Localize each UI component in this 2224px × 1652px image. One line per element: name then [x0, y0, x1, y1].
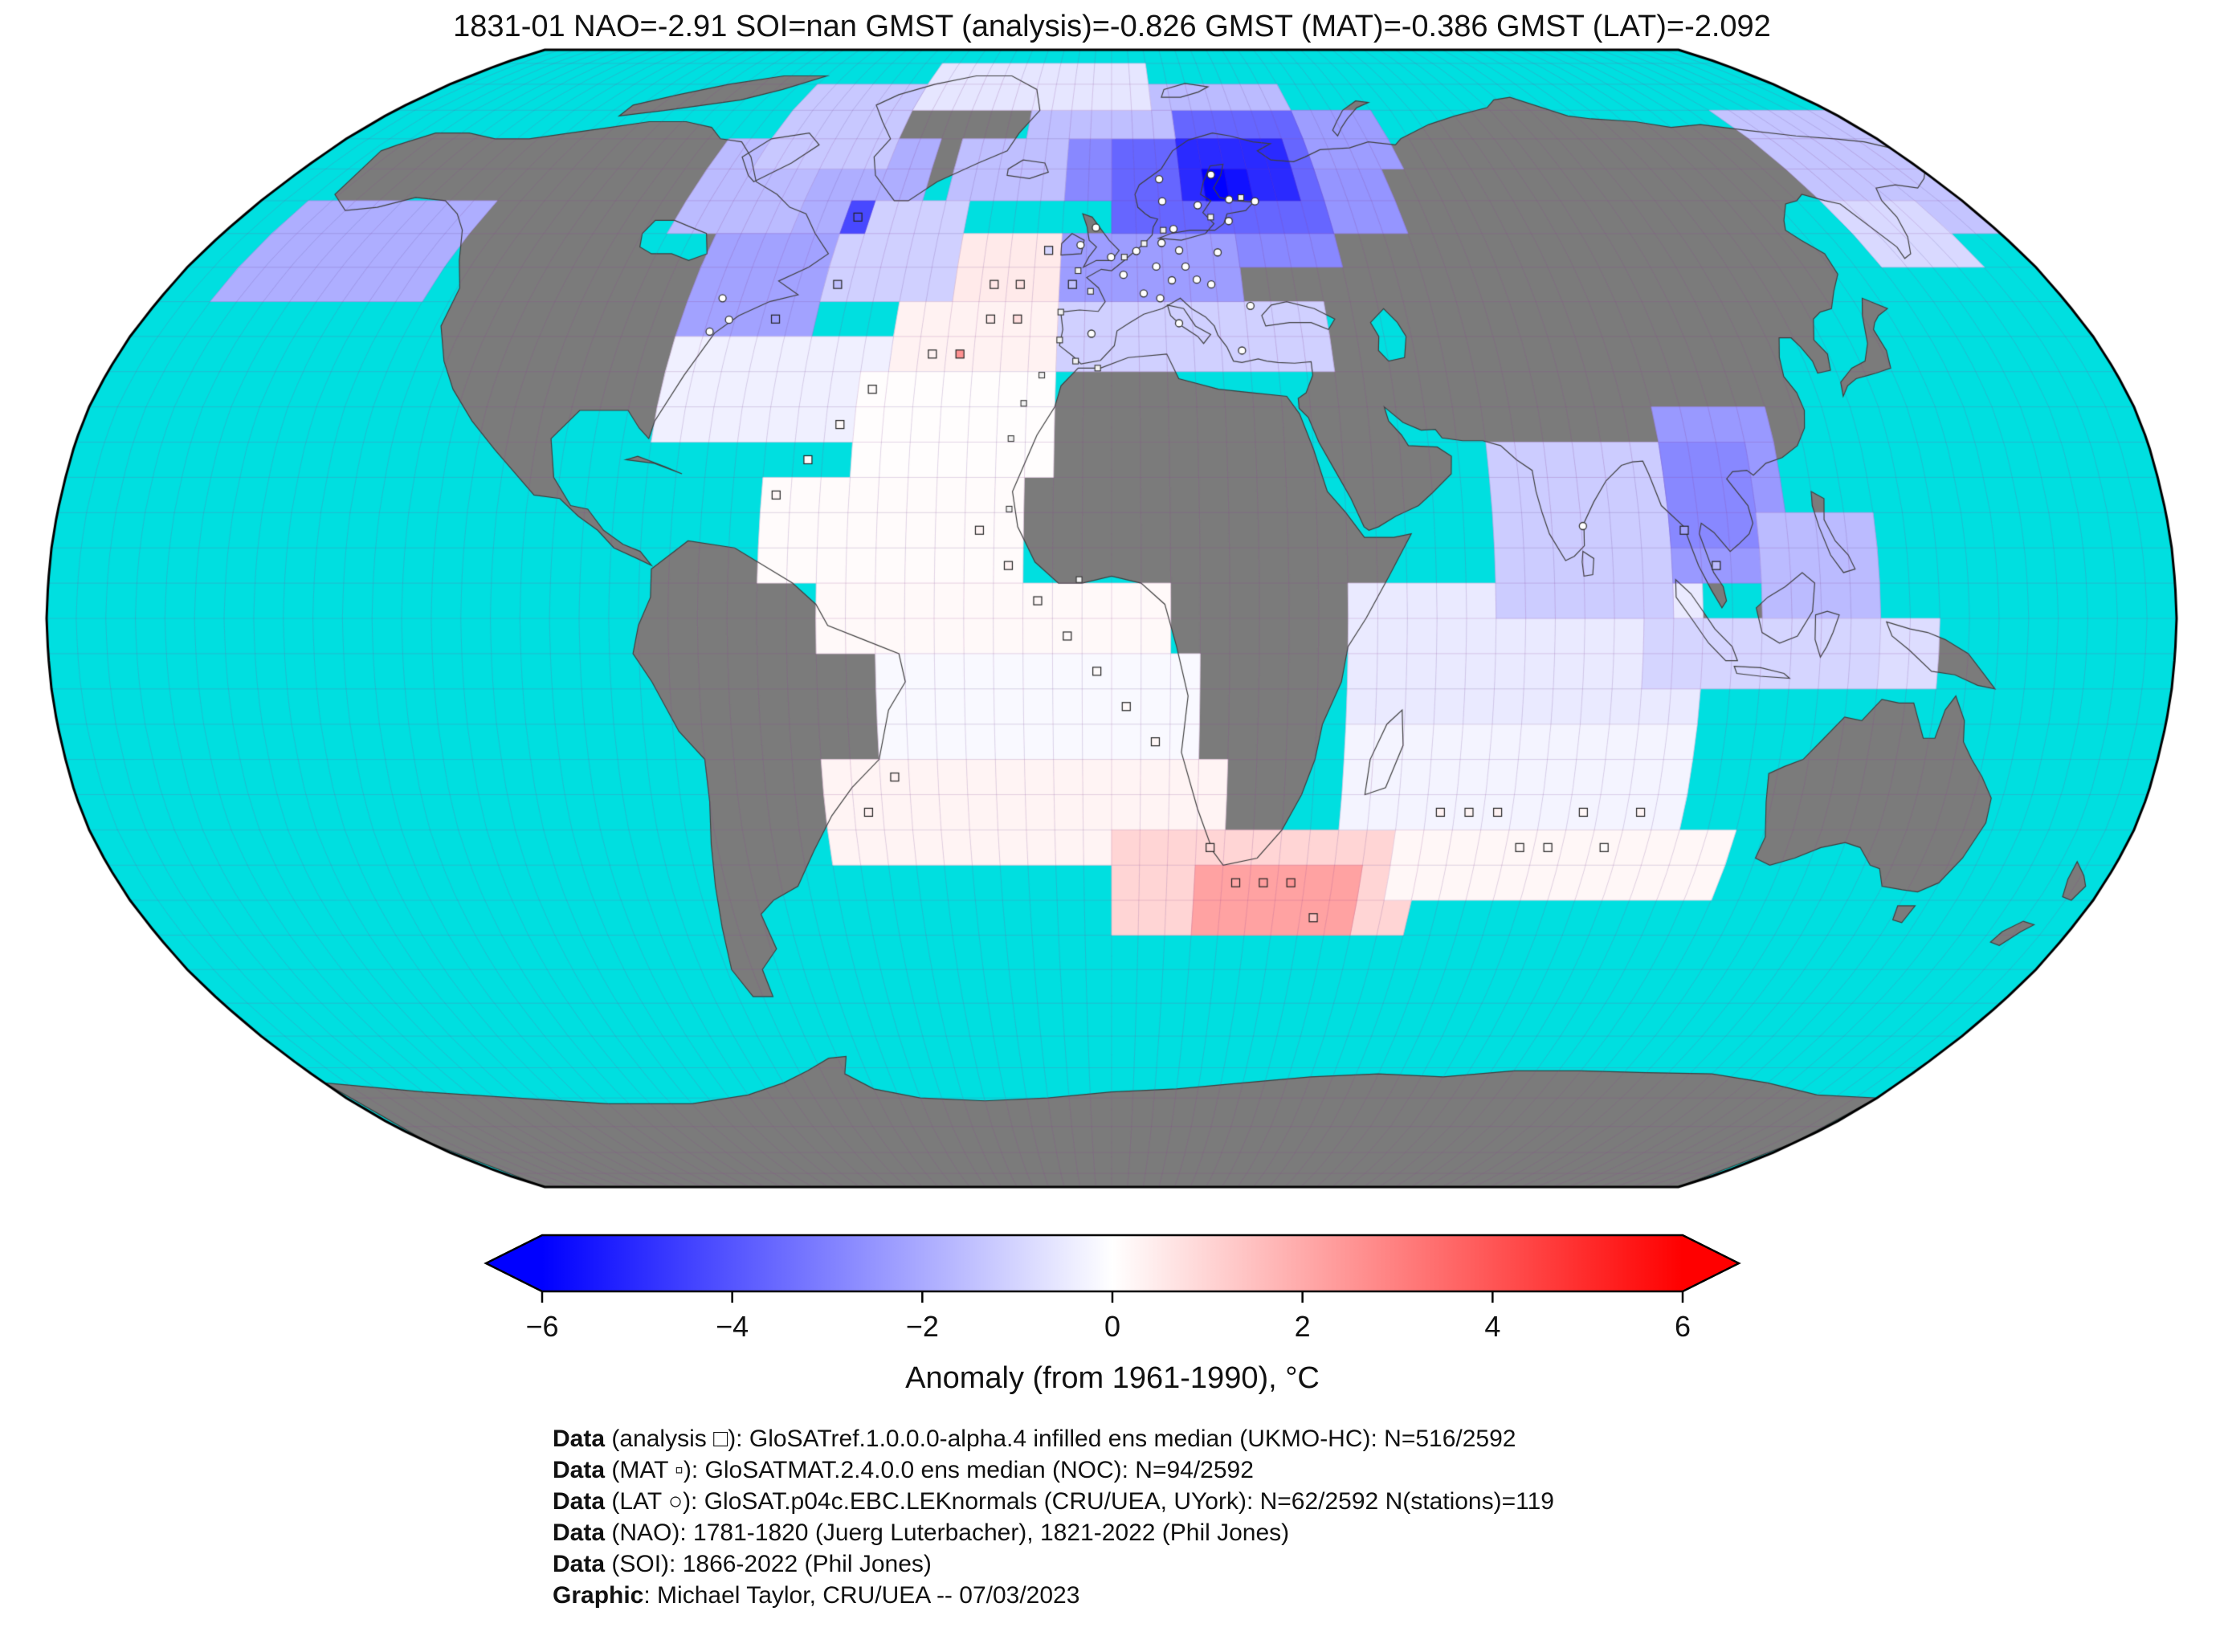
caption-prefix: Data: [553, 1426, 606, 1452]
colorbar-tick-label: 4: [1484, 1310, 1500, 1343]
caption-prefix: Data: [553, 1551, 606, 1577]
caption-prefix: Graphic: [553, 1582, 644, 1609]
caption-prefix: Data: [553, 1519, 606, 1546]
colorbar-right-arrow: [1683, 1235, 1739, 1291]
caption-line-lat: Data (LAT ○): GloSAT.p04c.EBC.LEKnormals…: [553, 1486, 1554, 1517]
caption-block: Data (analysis □): GloSATref.1.0.0.0-alp…: [553, 1423, 1554, 1611]
caption-text: (SOI): 1866-2022 (Phil Jones): [605, 1551, 932, 1577]
colorbar-gradient-bar: [542, 1235, 1683, 1291]
caption-line-nao: Data (NAO): 1781-1820 (Juerg Luterbacher…: [553, 1517, 1554, 1548]
page-title: 1831-01 NAO=-2.91 SOI=nan GMST (analysis…: [453, 10, 1771, 43]
caption-prefix: Data: [553, 1457, 606, 1483]
colorbar-tick-label: 2: [1295, 1310, 1311, 1343]
colorbar-tick-label: −6: [525, 1310, 558, 1343]
colorbar: −6 −4 −2 0 2 4 6 Anomaly (from 1961-1990), °C: [484, 1234, 1741, 1395]
world-anomaly-map: [43, 47, 2180, 1190]
caption-text: (MAT ▫): GloSATMAT.2.4.0.0 ens median (N…: [605, 1457, 1254, 1483]
caption-line-graphic: Graphic: Michael Taylor, CRU/UEA -- 07/0…: [553, 1580, 1554, 1611]
colorbar-tick-label: 0: [1104, 1310, 1120, 1343]
caption-text: (analysis □): GloSATref.1.0.0.0-alpha.4 …: [605, 1426, 1516, 1452]
colorbar-tick-label: −4: [716, 1310, 749, 1343]
caption-text: (LAT ○): GloSAT.p04c.EBC.LEKnormals (CRU…: [605, 1488, 1554, 1515]
colorbar-tick-label: −2: [906, 1310, 939, 1343]
caption-line-soi: Data (SOI): 1866-2022 (Phil Jones): [553, 1548, 1554, 1580]
caption-line-analysis: Data (analysis □): GloSATref.1.0.0.0-alp…: [553, 1423, 1554, 1454]
caption-text: (NAO): 1781-1820 (Juerg Luterbacher), 18…: [605, 1519, 1290, 1546]
colorbar-ticks: −6 −4 −2 0 2 4 6: [525, 1291, 1691, 1343]
colorbar-axis-label: Anomaly (from 1961-1990), °C: [905, 1361, 1320, 1395]
caption-prefix: Data: [553, 1488, 606, 1515]
colorbar-tick-label: 6: [1675, 1310, 1691, 1343]
colorbar-left-arrow: [486, 1235, 542, 1291]
caption-line-mat: Data (MAT ▫): GloSATMAT.2.4.0.0 ens medi…: [553, 1454, 1554, 1486]
caption-text: : Michael Taylor, CRU/UEA -- 07/03/2023: [643, 1582, 1080, 1609]
